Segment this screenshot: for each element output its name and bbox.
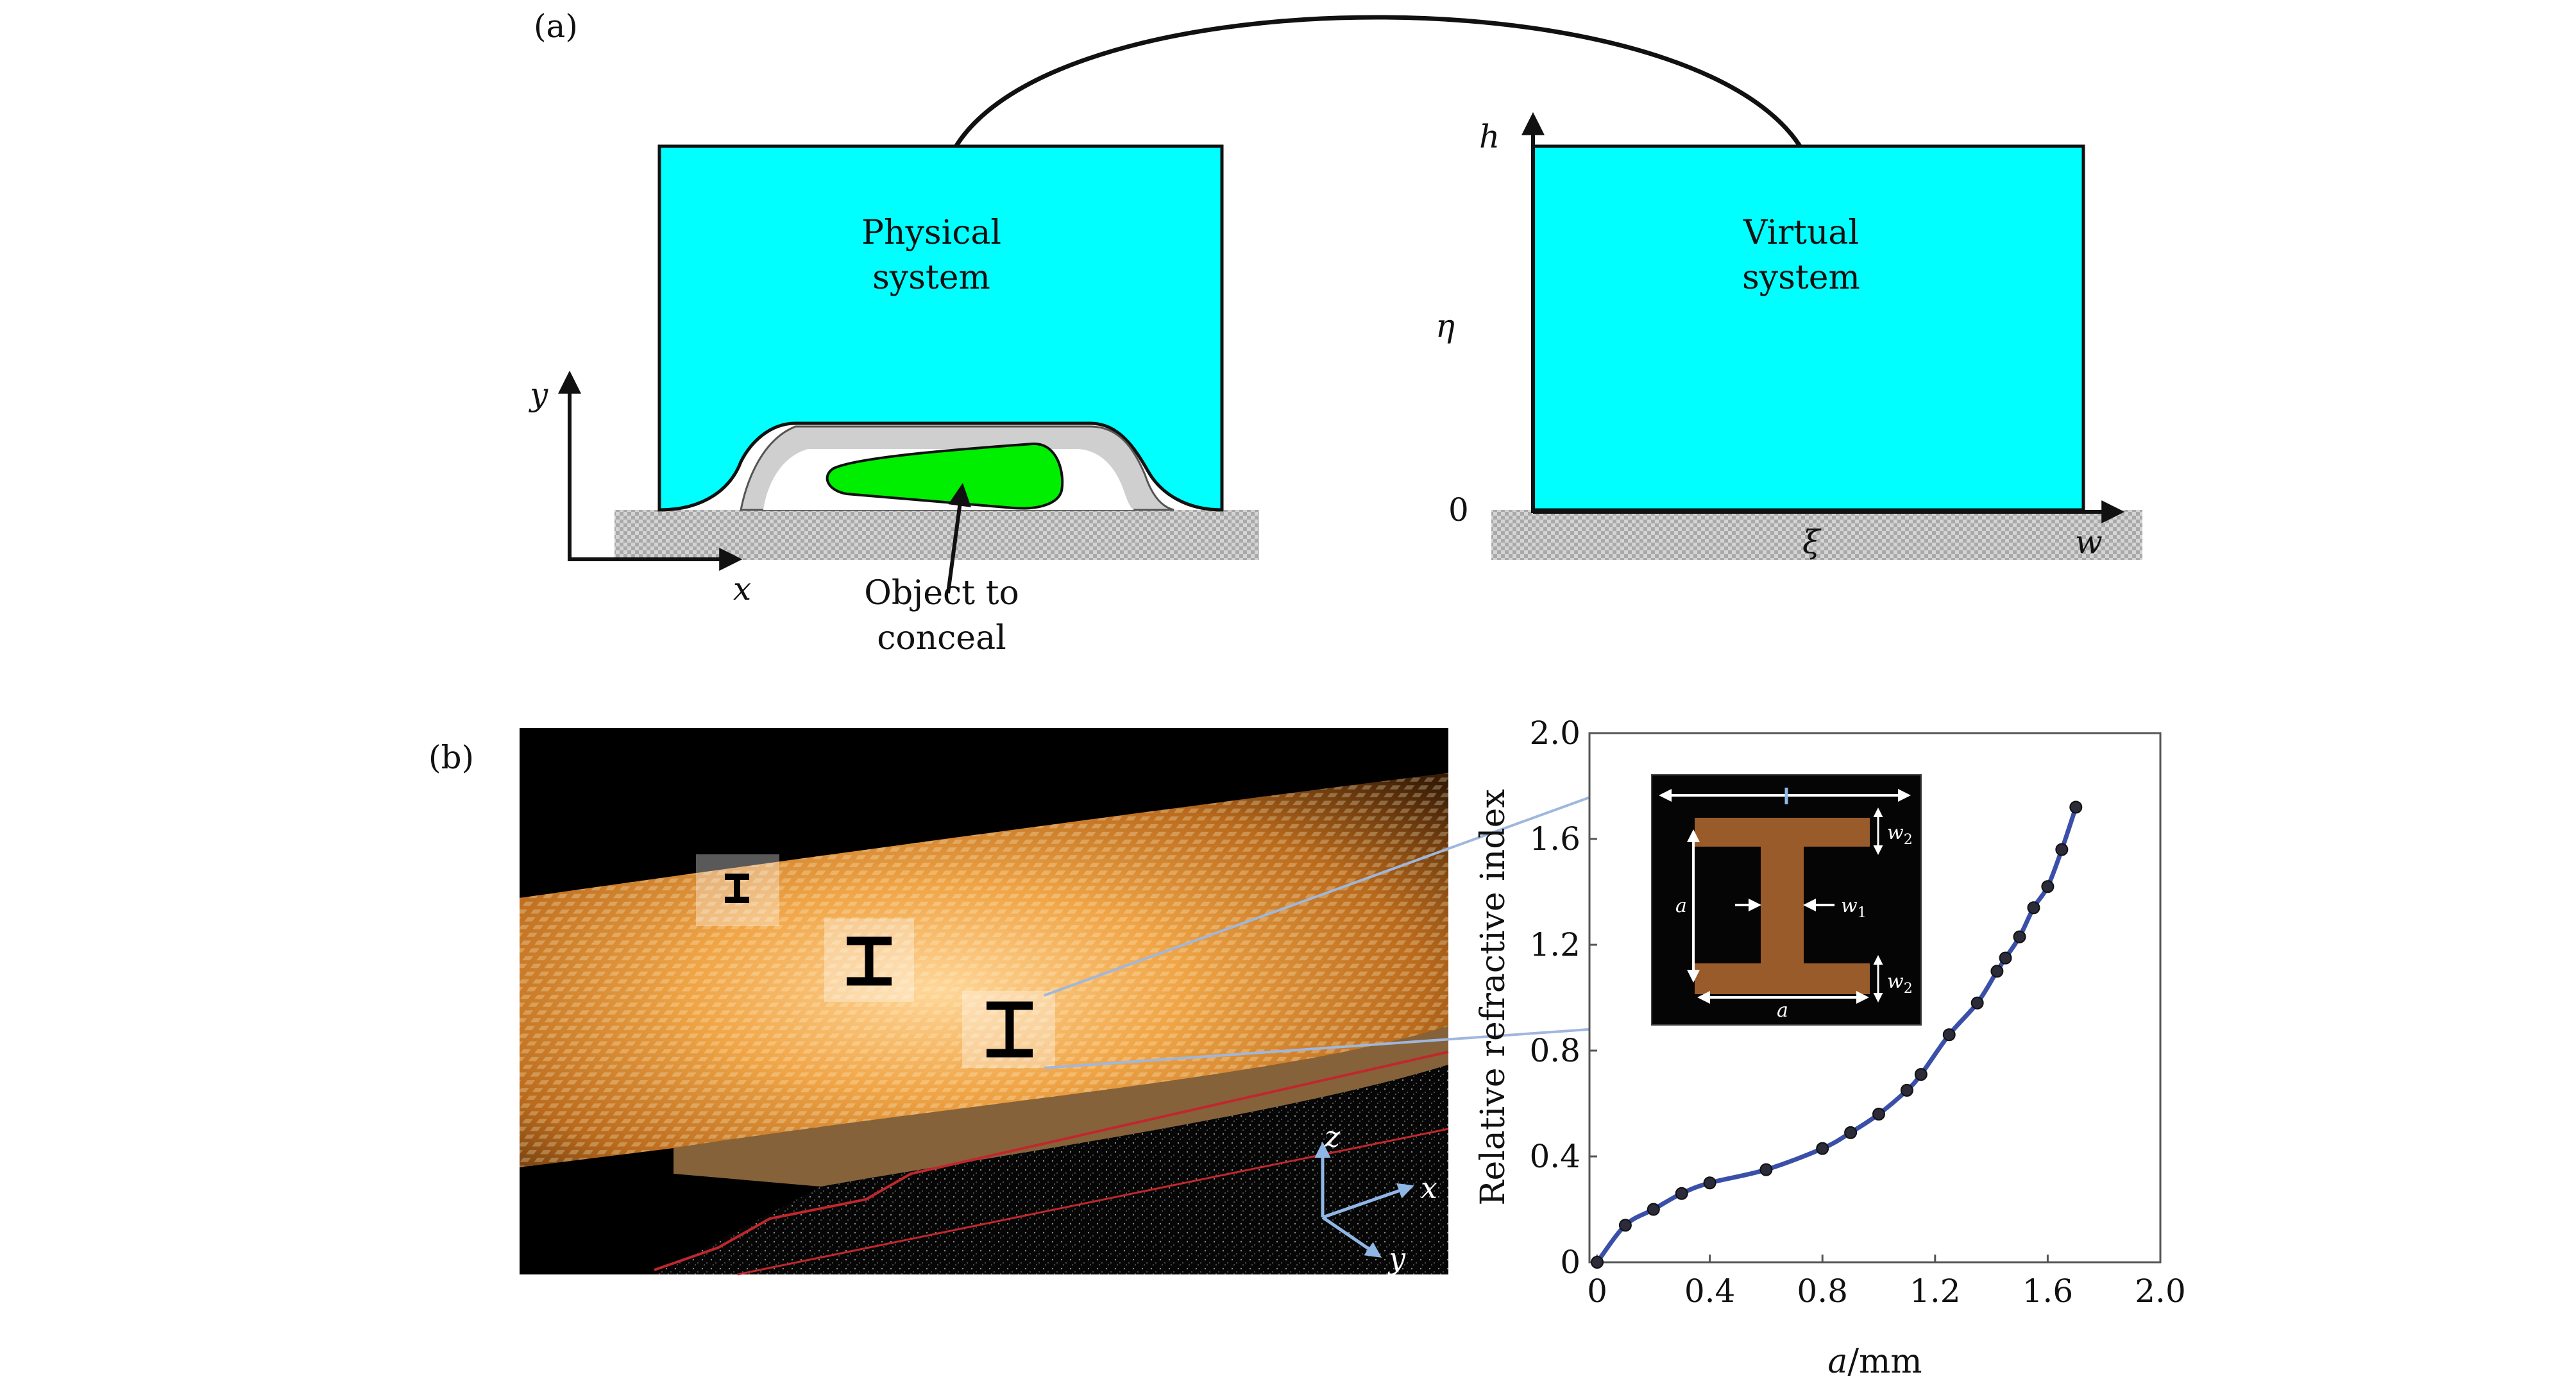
inset-w1-var: w [1841, 895, 1858, 917]
carpet-cloak-photo: z x y [520, 728, 1449, 1276]
data-point [2069, 800, 2083, 814]
unit-cell-glyph-medium [847, 936, 892, 986]
y-tick-label: 2.0 [1529, 715, 1580, 752]
panel-b: (b) z x y [428, 715, 2186, 1379]
x-axis-title-var: a [1827, 1342, 1847, 1379]
virtual-system: Virtual system h η 0 ξ w [1436, 112, 2142, 561]
data-point [1914, 1068, 1928, 1081]
data-point [1990, 965, 2004, 978]
y-axis-label: y [529, 376, 548, 413]
unit-cell-glyph-large [987, 1001, 1033, 1058]
x-axis-title-unit: /mm [1847, 1342, 1922, 1379]
virtual-label-line2: system [1742, 258, 1860, 297]
data-point [1618, 1219, 1632, 1232]
unit-cell-glyph-small [725, 874, 749, 903]
zoom-connector-top [1044, 774, 1652, 997]
physical-system-box [657, 144, 1224, 512]
inset-w2-bottom-label: w2 [1887, 970, 1913, 997]
photo-y-label: y [1387, 1241, 1406, 1276]
y-tick-label: 0.8 [1529, 1032, 1580, 1069]
data-point [2041, 880, 2055, 893]
data-point [1999, 951, 2012, 965]
data-point [1942, 1028, 1956, 1042]
object-pointer-arrow [946, 482, 972, 594]
data-point [2013, 930, 2026, 943]
inset-w1-label: w1 [1841, 895, 1867, 921]
inset-w2-top-sub: 2 [1904, 832, 1913, 848]
inset-w2-top-var: w [1887, 822, 1904, 844]
inset-w2-bottom-var: w [1887, 970, 1904, 993]
y-tick-group: 0 0.4 0.8 1.2 1.6 2.0 [1529, 715, 1597, 1281]
x-tick-label: 1.6 [2022, 1273, 2074, 1310]
panel-a: (a) Physical system Object to conceal y … [529, 8, 2142, 657]
photo-edge-line [654, 1051, 1449, 1271]
y-tick-label: 0.4 [1529, 1138, 1580, 1175]
data-point [1872, 1108, 1885, 1121]
h-axis-label: h [1479, 118, 1500, 155]
x-tick-label: 0.4 [1684, 1273, 1736, 1310]
data-point [1970, 996, 1984, 1010]
virtual-system-box [1531, 144, 2085, 512]
concealed-object [826, 442, 1064, 510]
x-tick-group: 0 0.4 0.8 1.2 1.6 2.0 [1587, 1255, 2186, 1310]
i-beam-metal [1695, 818, 1870, 994]
object-label-line1: Object to [864, 574, 1019, 613]
photo-y-axis-arrow [1321, 1215, 1382, 1258]
inset-a-left-label: a [1675, 895, 1687, 917]
correspondence-arrow [931, 15, 1825, 190]
unit-cell-inset: a a w1 w2 w2 [1651, 774, 1922, 1026]
data-point [1675, 1187, 1688, 1200]
data-point [1900, 1083, 1913, 1097]
eta-axis-label: η [1436, 307, 1455, 344]
zero-label: 0 [1448, 491, 1469, 529]
ground-plane [654, 1065, 1448, 1274]
photo-x-label: x [1421, 1171, 1437, 1205]
object-label-line2: conceal [877, 619, 1006, 657]
photo-x-axis-arrow [1322, 1183, 1414, 1219]
data-point [2027, 901, 2040, 915]
zoom-connector-bottom [1044, 1024, 1652, 1069]
virtual-label-line1: Virtual [1743, 214, 1859, 252]
data-point [1647, 1203, 1660, 1216]
x-axis-label: x [733, 570, 751, 607]
data-point [1703, 1176, 1716, 1190]
data-point [1591, 1256, 1604, 1269]
inset-a-bottom-label: a [1777, 999, 1788, 1022]
y-axis-title: Relative refractive index [1474, 789, 1513, 1205]
inset-w1-sub: 1 [1858, 905, 1867, 921]
physical-label-line2: system [872, 258, 990, 297]
x-tick-label: 0.8 [1797, 1273, 1848, 1310]
x-tick-label: 0 [1587, 1273, 1607, 1310]
physical-substrate [614, 510, 1259, 560]
panel-b-label: (b) [428, 739, 474, 776]
panel-a-label: (a) [534, 8, 578, 45]
inset-w2-top-label: w2 [1887, 822, 1913, 848]
y-tick-label: 1.6 [1529, 820, 1580, 858]
data-points [1591, 800, 2083, 1269]
physical-label-line1: Physical [861, 214, 1001, 252]
x-axis-title: a/mm [1827, 1342, 1922, 1379]
virtual-substrate [1491, 510, 2142, 560]
x-tick-label: 1.2 [1910, 1273, 1961, 1310]
inset-w2-bottom-sub: 2 [1904, 981, 1913, 997]
photo-z-label: z [1324, 1119, 1341, 1154]
data-point [1759, 1163, 1773, 1176]
surface-edge [674, 1026, 1448, 1187]
y-tick-label: 0 [1560, 1244, 1580, 1281]
data-point [1816, 1142, 1829, 1155]
x-tick-label: 2.0 [2135, 1273, 2186, 1310]
metamaterial-cells [520, 773, 1448, 1167]
data-point [2055, 843, 2069, 856]
data-point [1844, 1126, 1858, 1139]
y-tick-label: 1.2 [1529, 926, 1580, 963]
w-axis-label: w [2075, 523, 2103, 561]
xi-axis-label: ξ [1802, 523, 1822, 561]
physical-system: Physical system Object to conceal y x [529, 144, 1259, 657]
